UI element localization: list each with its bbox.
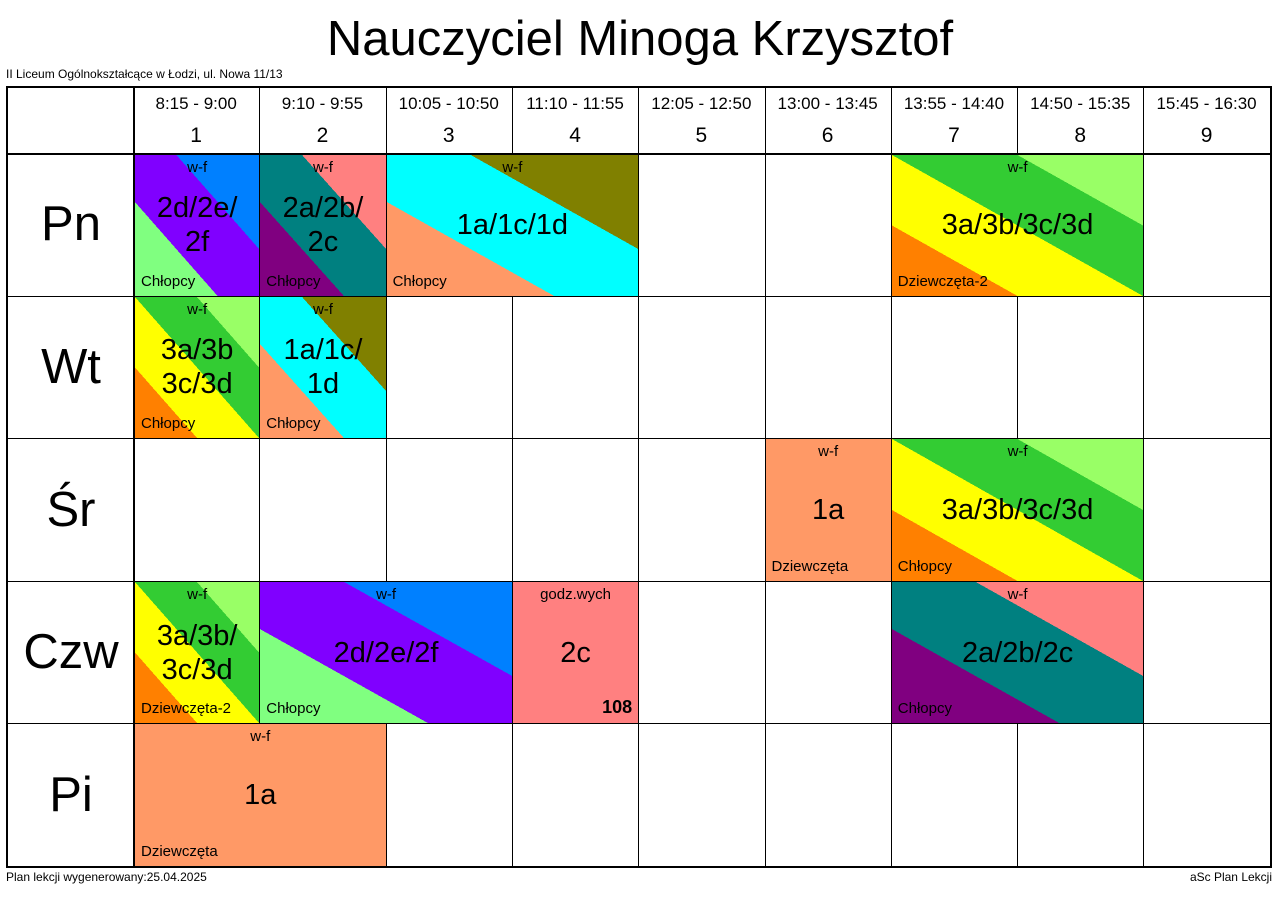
period-number: 4	[569, 124, 581, 147]
period-number: 8	[1074, 124, 1087, 147]
lesson-card[interactable]: w-f 2a/2b/2c Chłopcy	[891, 581, 1145, 725]
lesson-classes: 3a/3b/ 3c/3d	[156, 619, 238, 686]
period-number: 7	[948, 124, 960, 147]
lesson-card[interactable]: w-f 2a/2b/ 2c Chłopcy	[260, 155, 387, 297]
lesson-card[interactable]: w-f 3a/3b 3c/3d Chłopcy	[135, 296, 261, 440]
grid-line-horizontal	[8, 153, 1270, 155]
brand-label: aSc Plan Lekcji	[1189, 870, 1272, 884]
grid-line-vertical	[638, 88, 640, 866]
lesson-card[interactable]: godz.wych 2c 108	[512, 581, 640, 725]
lesson-subject: w-f	[1007, 159, 1028, 176]
period-time: 10:05 - 10:50	[398, 94, 499, 113]
lesson-subject: godz.wych	[540, 585, 611, 603]
lesson-card[interactable]: w-f 1a/1c/1d Chłopcy	[386, 155, 640, 297]
period-time: 12:05 - 12:50	[651, 94, 752, 113]
lesson-subject: w-f	[818, 443, 839, 461]
lesson-subject: w-f	[187, 159, 208, 176]
grid-line-horizontal	[8, 580, 1270, 582]
period-time: 9:10 - 9:55	[281, 94, 364, 113]
day-label: Pn	[41, 197, 101, 252]
lesson-subject: w-f	[1007, 443, 1028, 461]
lesson-subject: w-f	[250, 728, 271, 746]
period-time: 13:55 - 14:40	[903, 94, 1005, 113]
lesson-subject: w-f	[1007, 585, 1028, 603]
lesson-card[interactable]: w-f 1a Dziewczęta	[765, 439, 892, 582]
day-label: Pi	[49, 767, 93, 822]
lesson-classes: 3a/3b/3c/3d	[941, 209, 1094, 242]
lesson-card[interactable]: w-f 3a/3b/ 3c/3d Dziewczęta-2	[135, 581, 261, 725]
lesson-classes: 3a/3b/3c/3d	[941, 493, 1094, 526]
grid-line-horizontal	[8, 438, 1270, 440]
lesson-group: Dziewczęta	[141, 842, 218, 860]
lesson-subject: w-f	[187, 585, 208, 603]
day-label: Śr	[46, 482, 96, 537]
grid-line-vertical	[511, 88, 513, 866]
school-name: II Liceum Ogólnokształcące w Łodzi, ul. …	[6, 67, 283, 81]
lesson-group: Chłopcy	[392, 272, 447, 290]
lesson-card[interactable]: w-f 1a/1c/ 1d Chłopcy	[260, 296, 387, 440]
lesson-group: Chłopcy	[141, 415, 196, 433]
lesson-group: Chłopcy	[266, 700, 321, 718]
lesson-subject: w-f	[187, 300, 208, 318]
lesson-group: Chłopcy	[266, 415, 321, 433]
lesson-classes: 2a/2b/2c	[961, 636, 1074, 669]
lesson-classes: 3a/3b 3c/3d	[160, 334, 234, 401]
lesson-classes: 1a/1c/1d	[456, 209, 569, 242]
lesson-card[interactable]: w-f 3a/3b/3c/3d Chłopcy	[891, 439, 1145, 582]
lesson-group: Dziewczęta-2	[141, 700, 232, 718]
period-time: 15:45 - 16:30	[1156, 94, 1257, 113]
period-time: 13:00 - 13:45	[777, 94, 878, 113]
period-number: 5	[695, 124, 708, 147]
period-time: 11:10 - 11:55	[526, 94, 624, 113]
grid-line-vertical	[385, 88, 387, 866]
lesson-classes: 1a	[812, 493, 845, 526]
timetable-grid: 8:15 - 9:00 1 9:10 - 9:55 2 10:05 - 10:50 3 11…	[6, 86, 1272, 868]
lesson-subject: w-f	[376, 585, 397, 603]
lesson-group: Chłopcy	[266, 272, 321, 290]
lesson-group: Chłopcy	[897, 700, 952, 718]
lesson-subject: w-f	[502, 159, 523, 176]
generated-date: Plan lekcji wygenerowany:25.04.2025	[6, 870, 207, 884]
day-label: Czw	[23, 625, 119, 680]
lesson-classes: 2d/2e/ 2f	[156, 192, 238, 259]
lesson-group: Dziewczęta-2	[897, 272, 988, 290]
lesson-subject: w-f	[312, 159, 333, 176]
grid-line-vertical	[259, 88, 261, 866]
lesson-group: Dziewczęta	[771, 557, 849, 575]
grid-line-vertical	[133, 88, 135, 866]
lesson-subject: w-f	[312, 300, 333, 318]
lesson-classes: 1a/1c/ 1d	[283, 334, 363, 401]
lesson-classes: 1a	[244, 779, 277, 812]
day-label: Wt	[41, 339, 101, 394]
period-number: 1	[190, 124, 202, 147]
lesson-card[interactable]: w-f 2d/2e/ 2f Chłopcy	[135, 155, 261, 297]
period-number: 9	[1200, 124, 1213, 147]
page-title: Nauczyciel Minoga Krzysztof	[326, 12, 954, 66]
lesson-card[interactable]: w-f 1a Dziewczęta	[135, 724, 387, 867]
period-number: 3	[442, 124, 455, 147]
period-time: 8:15 - 9:00	[155, 94, 237, 113]
lesson-group: Chłopcy	[141, 272, 196, 290]
lesson-classes: 2d/2e/2f	[333, 636, 439, 669]
lesson-classes: 2c	[560, 636, 591, 669]
lesson-card[interactable]: w-f 2d/2e/2f Chłopcy	[260, 581, 513, 725]
lesson-card[interactable]: w-f 3a/3b/3c/3d Dziewczęta-2	[891, 155, 1145, 297]
lesson-room: 108	[602, 697, 633, 718]
grid-line-vertical	[764, 88, 766, 866]
period-number: 2	[316, 124, 329, 147]
period-time: 14:50 - 15:35	[1030, 94, 1131, 113]
lesson-group: Chłopcy	[897, 557, 952, 575]
period-number: 6	[821, 124, 834, 147]
lesson-classes: 2a/2b/ 2c	[282, 192, 364, 259]
